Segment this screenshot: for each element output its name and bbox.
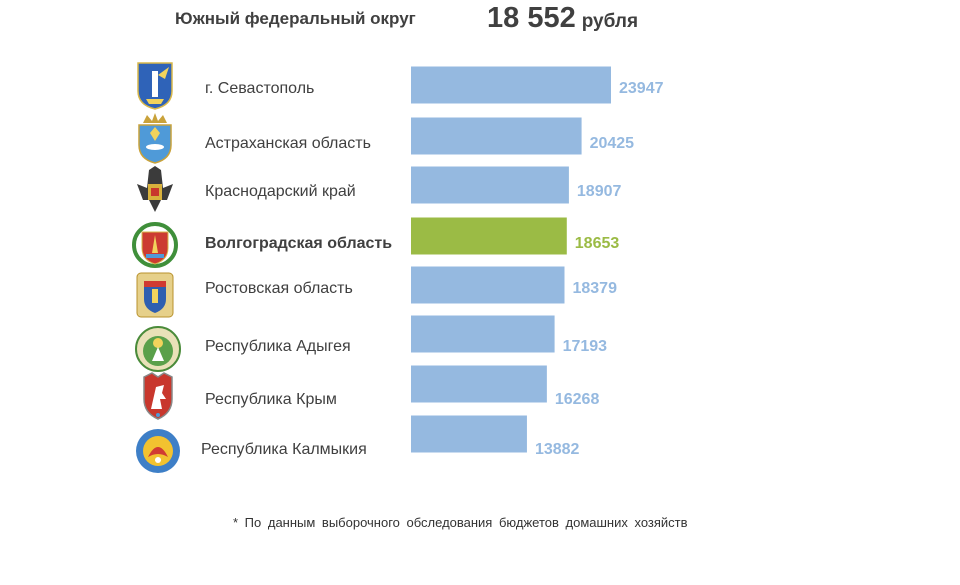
chart-title: Южный федеральный округ [175, 9, 416, 28]
footnote: * По данным выборочного обследования бюд… [233, 515, 688, 530]
krasnodar-coat-of-arms-icon [137, 166, 173, 212]
bar-3 [411, 166, 569, 204]
value-label-6: 17193 [563, 338, 608, 355]
kalmykia-coat-of-arms-icon [136, 429, 180, 473]
value-label-7: 16268 [555, 391, 600, 408]
crimea-coat-of-arms-icon [143, 372, 173, 420]
bar-4 [411, 217, 567, 255]
district-total: 18 552 рубля [487, 2, 638, 35]
astrakhan-coat-of-arms-icon [138, 113, 172, 164]
bar-7 [411, 365, 547, 403]
volgograd-coat-of-arms-icon [132, 222, 178, 268]
category-label-6: Республика Адыгея [205, 338, 351, 355]
value-label-1: 23947 [619, 80, 664, 97]
category-label-5: Ростовская область [205, 280, 353, 297]
value-label-5: 18379 [572, 280, 617, 297]
bar-1 [411, 66, 611, 104]
value-label-8: 13882 [535, 441, 580, 458]
category-label-2: Астраханская область [205, 135, 371, 152]
category-label-7: Республика Крым [205, 391, 337, 408]
sevastopol-coat-of-arms-icon [137, 62, 173, 110]
bar-8 [411, 415, 527, 453]
bar-6 [411, 315, 555, 353]
bar-5 [411, 266, 565, 304]
bar-chart: 23947 г. Севастополь 20425 Астраханская обл… [132, 62, 664, 473]
category-label-8: Республика Калмыкия [201, 441, 367, 458]
value-label-3: 18907 [577, 183, 622, 200]
category-label-1: г. Севастополь [205, 80, 314, 97]
value-label-4: 18653 [575, 235, 620, 252]
bar-2 [411, 117, 582, 155]
rostov-coat-of-arms-icon [136, 272, 174, 318]
adygea-coat-of-arms-icon [135, 326, 181, 372]
district-total-unit: рубля [581, 11, 639, 32]
category-label-4: Волгоградская область [205, 235, 392, 252]
value-label-2: 20425 [590, 135, 635, 152]
category-label-3: Краснодарский край [205, 183, 356, 200]
district-total-value: 18 552 [487, 2, 576, 34]
